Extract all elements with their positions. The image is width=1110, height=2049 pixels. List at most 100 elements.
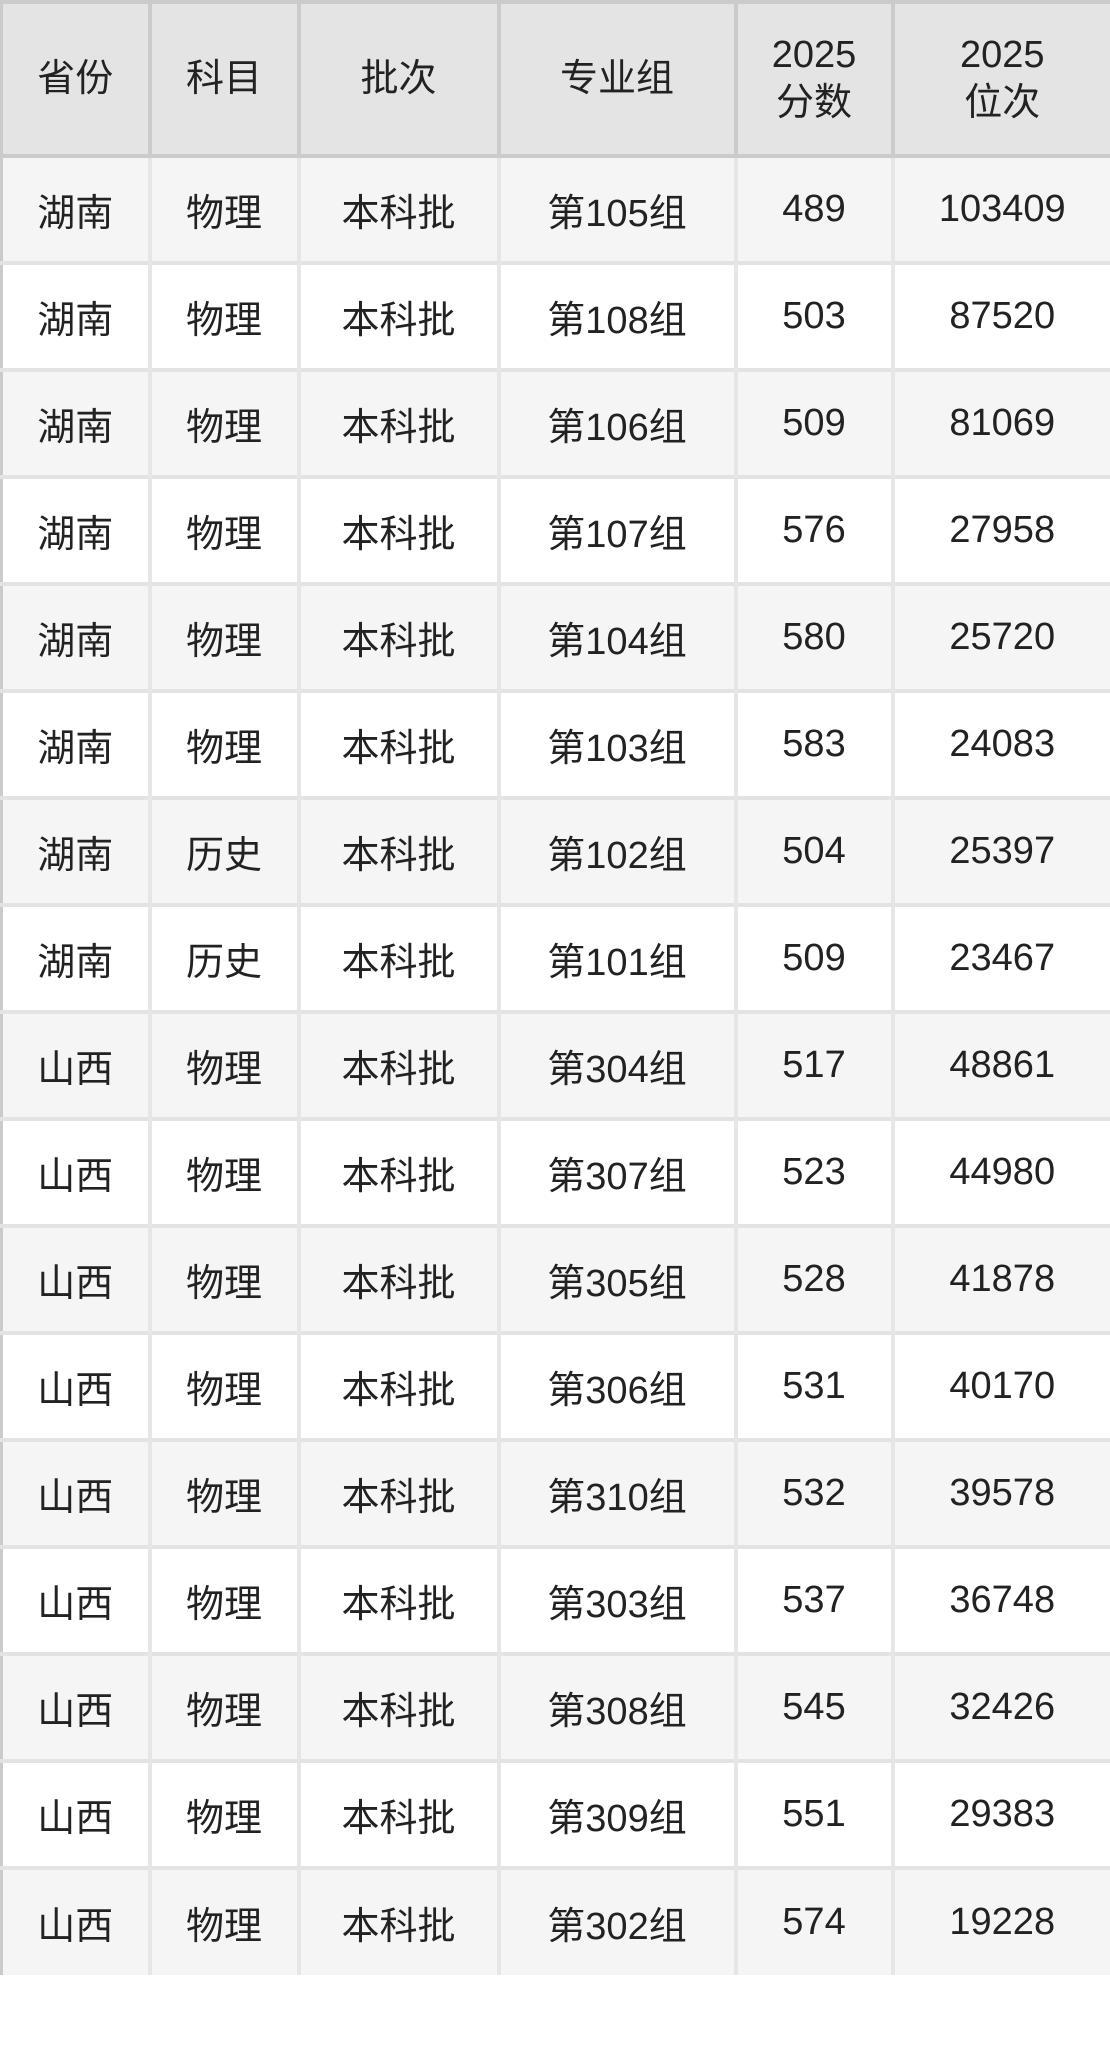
table-row: 湖南 物理 本科批 第105组 489 103409 <box>1 156 1110 263</box>
cell-group: 第106组 <box>496 368 736 477</box>
table-body: 湖南 物理 本科批 第105组 489 103409 湖南 物理 本科批 第10… <box>1 156 1110 1975</box>
cell-score-2025: 574 <box>733 1866 893 1975</box>
cell-province: 湖南 <box>1 903 150 1012</box>
cell-province: 湖南 <box>1 368 150 477</box>
cell-subject: 物理 <box>147 1438 299 1547</box>
cell-batch: 本科批 <box>296 796 499 905</box>
cell-subject: 物理 <box>147 368 299 477</box>
cell-score-2025: 551 <box>733 1759 893 1868</box>
cell-score-2025: 509 <box>733 368 893 477</box>
col-header-group: 专业组 <box>496 2 736 158</box>
cell-score-2025: 504 <box>733 796 893 905</box>
cell-batch: 本科批 <box>296 689 499 798</box>
cell-group: 第304组 <box>496 1010 736 1119</box>
table-row: 湖南 物理 本科批 第107组 576 27958 <box>1 475 1110 584</box>
cell-batch: 本科批 <box>296 368 499 477</box>
cell-group: 第302组 <box>496 1866 736 1975</box>
cell-score-2025: 583 <box>733 689 893 798</box>
cell-subject: 物理 <box>147 689 299 798</box>
cell-province: 湖南 <box>1 475 150 584</box>
cell-batch: 本科批 <box>296 1331 499 1440</box>
cell-batch: 本科批 <box>296 1438 499 1547</box>
cell-group: 第108组 <box>496 261 736 370</box>
cell-province: 山西 <box>1 1652 150 1761</box>
cell-group: 第103组 <box>496 689 736 798</box>
table-row: 山西 物理 本科批 第304组 517 48861 <box>1 1010 1110 1119</box>
cell-batch: 本科批 <box>296 1010 499 1119</box>
cell-rank-2025: 29383 <box>890 1759 1110 1868</box>
cell-province: 山西 <box>1 1117 150 1226</box>
cell-group: 第303组 <box>496 1545 736 1654</box>
cell-score-2025: 509 <box>733 903 893 1012</box>
cell-batch: 本科批 <box>296 475 499 584</box>
cell-rank-2025: 81069 <box>890 368 1110 477</box>
cell-score-2025: 545 <box>733 1652 893 1761</box>
cell-batch: 本科批 <box>296 1652 499 1761</box>
cell-score-2025: 537 <box>733 1545 893 1654</box>
cell-subject: 历史 <box>147 796 299 905</box>
cell-rank-2025: 24083 <box>890 689 1110 798</box>
cell-group: 第102组 <box>496 796 736 905</box>
col-header-score-2025: 2025 分数 <box>733 2 893 158</box>
cell-province: 山西 <box>1 1331 150 1440</box>
cell-province: 湖南 <box>1 689 150 798</box>
col-header-province: 省份 <box>1 2 150 158</box>
cell-group: 第306组 <box>496 1331 736 1440</box>
cell-batch: 本科批 <box>296 1117 499 1226</box>
cell-subject: 物理 <box>147 1866 299 1975</box>
cell-rank-2025: 19228 <box>890 1866 1110 1975</box>
cell-subject: 物理 <box>147 582 299 691</box>
cell-batch: 本科批 <box>296 1866 499 1975</box>
cell-subject: 物理 <box>147 1759 299 1868</box>
col-header-batch: 批次 <box>296 2 499 158</box>
cell-rank-2025: 32426 <box>890 1652 1110 1761</box>
cell-province: 山西 <box>1 1759 150 1868</box>
cell-subject: 物理 <box>147 475 299 584</box>
col-header-subject: 科目 <box>147 2 299 158</box>
cell-score-2025: 523 <box>733 1117 893 1226</box>
admission-scores-table: 省份 科目 批次 专业组 2025 分数 2025 位次 湖南 物理 本科批 第… <box>0 0 1110 1975</box>
cell-score-2025: 503 <box>733 261 893 370</box>
cell-province: 湖南 <box>1 582 150 691</box>
cell-rank-2025: 39578 <box>890 1438 1110 1547</box>
col-header-rank-2025: 2025 位次 <box>890 2 1110 158</box>
cell-province: 山西 <box>1 1545 150 1654</box>
cell-subject: 物理 <box>147 1331 299 1440</box>
cell-batch: 本科批 <box>296 1545 499 1654</box>
cell-batch: 本科批 <box>296 582 499 691</box>
cell-rank-2025: 103409 <box>890 156 1110 263</box>
cell-rank-2025: 41878 <box>890 1224 1110 1333</box>
cell-group: 第105组 <box>496 156 736 263</box>
table-header-row: 省份 科目 批次 专业组 2025 分数 2025 位次 <box>1 2 1110 158</box>
table-row: 山西 物理 本科批 第309组 551 29383 <box>1 1759 1110 1868</box>
cell-group: 第101组 <box>496 903 736 1012</box>
cell-province: 山西 <box>1 1224 150 1333</box>
cell-group: 第305组 <box>496 1224 736 1333</box>
cell-group: 第310组 <box>496 1438 736 1547</box>
cell-group: 第104组 <box>496 582 736 691</box>
table-row: 山西 物理 本科批 第302组 574 19228 <box>1 1866 1110 1975</box>
cell-batch: 本科批 <box>296 1224 499 1333</box>
cell-score-2025: 576 <box>733 475 893 584</box>
table-header: 省份 科目 批次 专业组 2025 分数 2025 位次 <box>1 2 1110 158</box>
cell-subject: 物理 <box>147 1545 299 1654</box>
cell-rank-2025: 40170 <box>890 1331 1110 1440</box>
table-row: 山西 物理 本科批 第307组 523 44980 <box>1 1117 1110 1226</box>
cell-rank-2025: 48861 <box>890 1010 1110 1119</box>
cell-group: 第309组 <box>496 1759 736 1868</box>
cell-subject: 物理 <box>147 261 299 370</box>
table-row: 湖南 物理 本科批 第106组 509 81069 <box>1 368 1110 477</box>
cell-group: 第307组 <box>496 1117 736 1226</box>
cell-score-2025: 489 <box>733 156 893 263</box>
cell-subject: 物理 <box>147 156 299 263</box>
cell-province: 山西 <box>1 1438 150 1547</box>
cell-province: 山西 <box>1 1010 150 1119</box>
cell-rank-2025: 44980 <box>890 1117 1110 1226</box>
table-row: 湖南 物理 本科批 第104组 580 25720 <box>1 582 1110 691</box>
table-row: 山西 物理 本科批 第306组 531 40170 <box>1 1331 1110 1440</box>
cell-rank-2025: 23467 <box>890 903 1110 1012</box>
cell-subject: 物理 <box>147 1117 299 1226</box>
cell-rank-2025: 25397 <box>890 796 1110 905</box>
table-row: 湖南 历史 本科批 第101组 509 23467 <box>1 903 1110 1012</box>
cell-batch: 本科批 <box>296 903 499 1012</box>
